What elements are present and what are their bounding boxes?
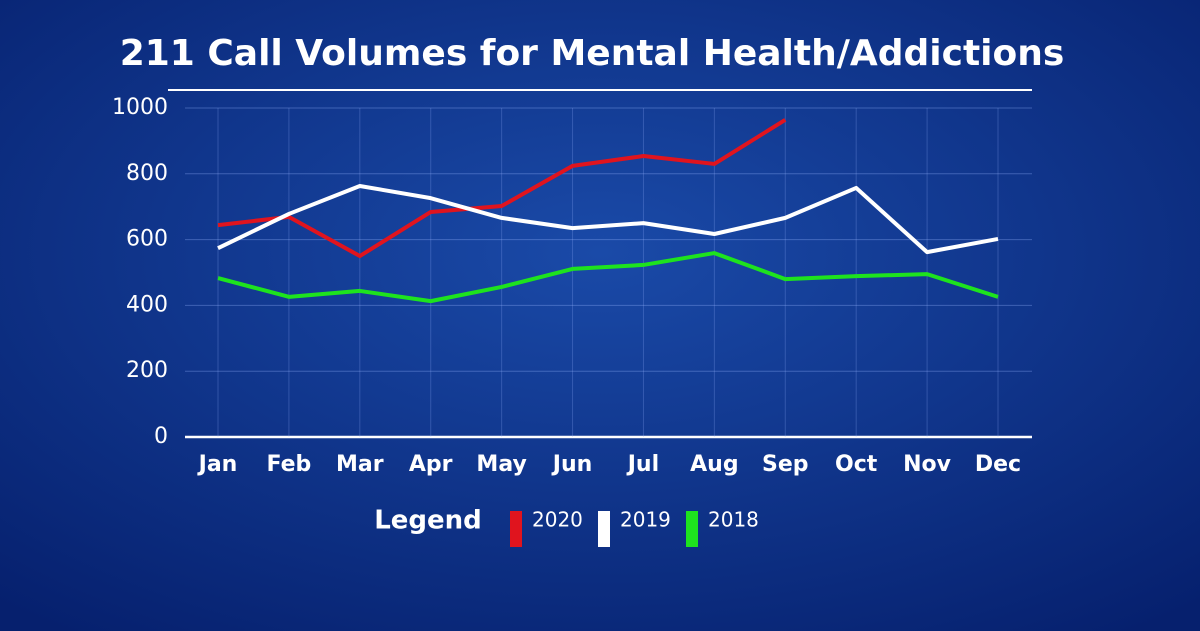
y-tick-label: 800 <box>126 161 168 186</box>
x-tick-label: Mar <box>336 452 384 477</box>
x-tick-label: Apr <box>409 452 453 477</box>
x-tick-label: Sep <box>762 452 809 477</box>
y-tick-label: 1000 <box>112 95 168 120</box>
series-line <box>217 183 999 255</box>
y-tick-label: 200 <box>126 358 168 383</box>
legend-title: Legend <box>374 506 482 536</box>
x-tick-label: Jul <box>626 452 659 477</box>
y-tick-label: 400 <box>126 292 168 317</box>
x-tick-label: Nov <box>903 452 952 477</box>
x-tick-label: Jan <box>197 452 238 477</box>
legend-label: 2018 <box>708 508 759 532</box>
x-tick-label: Aug <box>690 452 738 477</box>
x-tick-label: Feb <box>267 452 312 477</box>
legend-swatch <box>510 511 522 547</box>
y-tick-label: 600 <box>126 227 168 252</box>
x-tick-label: Oct <box>835 452 878 477</box>
chart-title: 211 Call Volumes for Mental Health/Addic… <box>120 33 1065 74</box>
x-tick-label: Dec <box>975 452 1021 477</box>
series-line <box>217 118 787 259</box>
series-line <box>217 251 999 304</box>
x-tick-label: May <box>476 452 526 477</box>
x-tick-label: Jun <box>551 452 593 477</box>
legend-swatch <box>598 511 610 547</box>
legend-swatch <box>686 511 698 547</box>
y-tick-label: 0 <box>154 424 168 449</box>
legend-label: 2019 <box>620 508 671 532</box>
legend-label: 2020 <box>532 508 583 532</box>
